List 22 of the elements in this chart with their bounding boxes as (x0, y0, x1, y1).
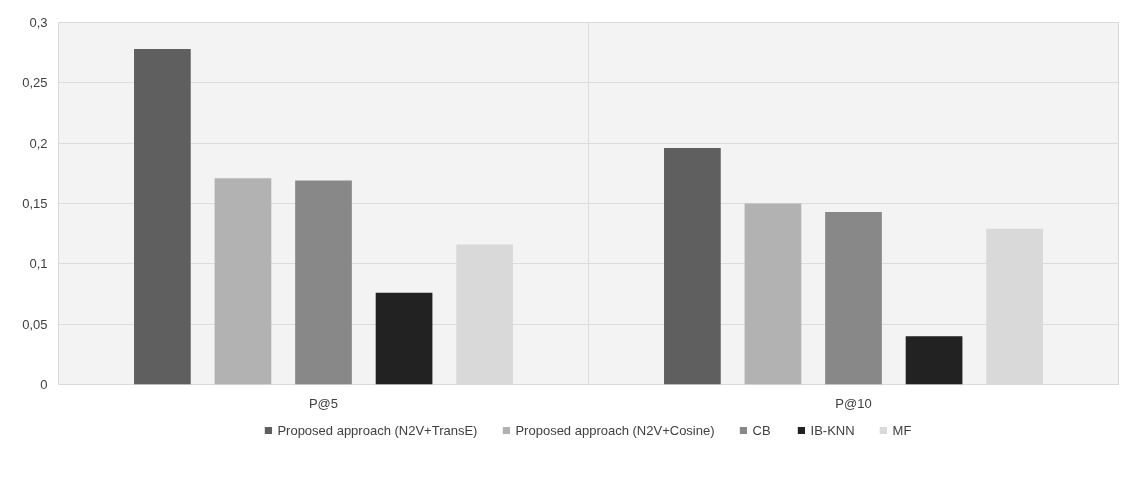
y-tick-label: 0,15 (22, 196, 48, 211)
legend-label: IB-KNN (810, 422, 855, 438)
y-tick-label: 0,05 (22, 316, 48, 332)
bar (825, 211, 882, 385)
y-tick-label: 0 (40, 377, 48, 392)
y-tick-label: 0,2 (29, 135, 48, 151)
legend-label: MF (892, 422, 913, 438)
legend-label: Proposed approach (N2V+TransE) (277, 422, 478, 438)
bar (214, 178, 272, 385)
legend-label: CB (752, 422, 772, 438)
x-tick-label: P@5 (308, 395, 339, 411)
bar (905, 336, 963, 385)
legend-label: Proposed approach (N2V+Cosine) (515, 422, 715, 438)
bar (295, 180, 352, 385)
y-tick-label: 0,3 (29, 15, 48, 30)
bar (744, 203, 802, 385)
y-tick-label: 0,1 (29, 256, 48, 272)
y-tick-label: 0,25 (22, 75, 48, 91)
bar (134, 49, 191, 385)
bar (664, 147, 721, 385)
bar (375, 292, 433, 385)
x-tick-label: P@10 (835, 395, 872, 411)
